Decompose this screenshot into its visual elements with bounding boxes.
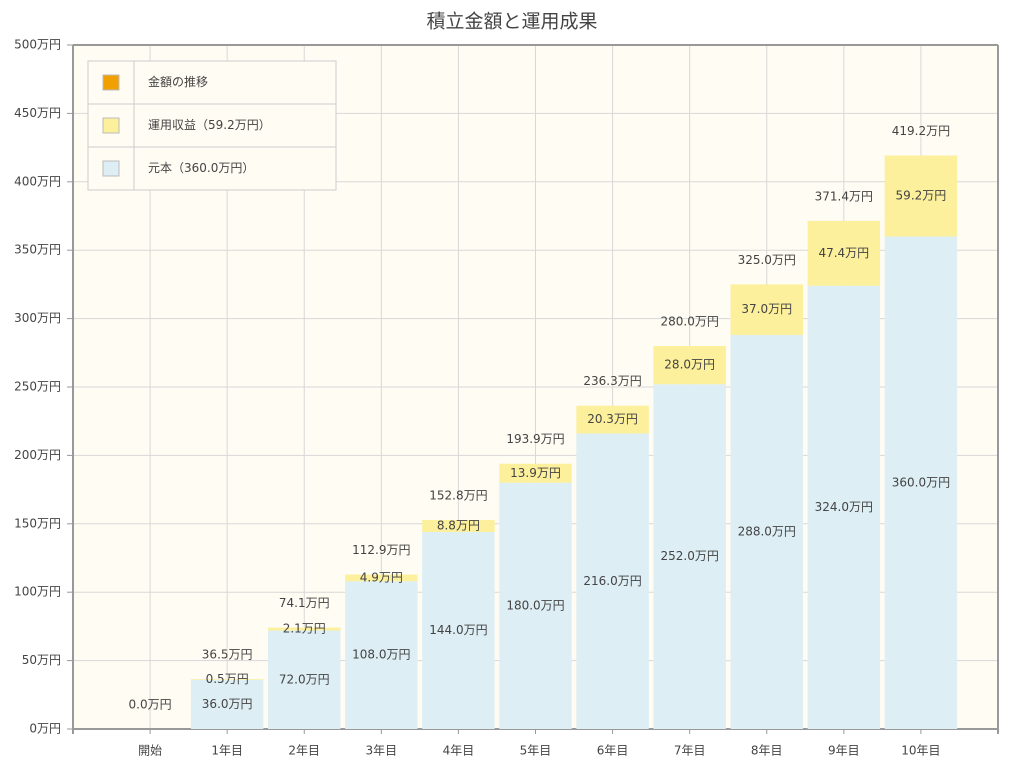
bar-segment	[576, 405, 649, 434]
total-point	[611, 404, 615, 408]
bar-segment	[268, 630, 341, 729]
bar-segment	[807, 220, 881, 286]
chart-title: 積立金額と運用成果	[426, 11, 597, 33]
total-point	[148, 727, 152, 731]
value-label: 8.8万円	[437, 518, 480, 532]
bar-segment	[422, 532, 495, 729]
value-label: 360.0万円	[892, 475, 950, 489]
bar-segment	[653, 345, 726, 385]
legend-label: 金額の推移	[148, 74, 208, 89]
total-point	[688, 344, 692, 348]
total-label: 280.0万円	[660, 314, 718, 328]
total-point	[765, 282, 769, 286]
value-label: 20.3万円	[587, 412, 638, 426]
total-point	[302, 626, 306, 630]
bar-segment	[730, 284, 803, 336]
value-label: 288.0万円	[738, 525, 796, 539]
x-tick-label: 6年目	[597, 744, 629, 758]
y-tick-label: 350万円	[14, 243, 61, 257]
total-label: 112.9万円	[352, 543, 410, 557]
legend-box	[87, 60, 337, 191]
total-label: 0.0万円	[129, 698, 172, 712]
value-label: 37.0万円	[741, 302, 792, 316]
y-tick-label: 0万円	[29, 722, 61, 736]
value-label: 252.0万円	[660, 549, 718, 563]
x-tick-label: 5年目	[520, 744, 552, 758]
bar-segment	[422, 519, 495, 533]
legend-swatch	[102, 117, 120, 134]
total-point	[456, 518, 460, 522]
y-tick-label: 200万円	[14, 448, 61, 462]
x-tick-label: 2年目	[288, 744, 320, 758]
total-point	[225, 677, 229, 681]
x-tick-label: 4年目	[443, 744, 475, 758]
y-tick-label: 450万円	[14, 106, 61, 120]
y-tick-label: 150万円	[14, 516, 61, 530]
bar-segment	[345, 581, 418, 729]
value-label: 59.2万円	[896, 189, 947, 203]
legend-swatch	[102, 160, 120, 177]
value-label: 4.9万円	[360, 570, 403, 584]
y-tick-label: 250万円	[14, 380, 61, 394]
value-label: 108.0万円	[352, 648, 410, 662]
bar-segment	[884, 236, 958, 729]
value-label: 36.0万円	[202, 697, 253, 711]
total-point	[842, 219, 846, 223]
x-tick-label: 7年目	[674, 744, 706, 758]
bar-segment	[499, 482, 572, 729]
value-label: 180.0万円	[506, 598, 564, 612]
bar-segment	[499, 463, 572, 483]
value-label: 72.0万円	[279, 672, 330, 686]
legend-label: 元本（360.0万円）	[148, 161, 254, 175]
x-tick-label: 3年目	[366, 744, 398, 758]
x-tick-label: 開始	[138, 744, 162, 758]
bar-segment	[190, 679, 264, 729]
value-label: 13.9万円	[510, 466, 561, 480]
x-tick-label: 10年目	[901, 744, 940, 758]
bar-segment	[576, 433, 649, 729]
bar-segment	[345, 574, 418, 582]
total-point	[919, 154, 923, 158]
value-label: 144.0万円	[429, 623, 487, 637]
total-label: 74.1万円	[279, 596, 330, 610]
total-point	[379, 573, 383, 577]
total-label: 193.9万円	[506, 432, 564, 446]
total-label: 325.0万円	[738, 253, 796, 267]
value-label: 47.4万円	[818, 246, 869, 260]
value-label: 0.5万円	[206, 672, 249, 686]
bar-segment	[884, 155, 958, 237]
total-point	[534, 462, 538, 466]
bar-segment	[807, 285, 881, 729]
y-tick-label: 500万円	[14, 38, 61, 52]
y-tick-label: 100万円	[14, 585, 61, 599]
legend-swatch	[102, 74, 120, 91]
value-label: 2.1万円	[283, 622, 326, 636]
x-tick-label: 8年目	[751, 744, 783, 758]
y-tick-label: 50万円	[22, 653, 61, 667]
value-label: 216.0万円	[583, 574, 641, 588]
bar-segment	[190, 679, 264, 680]
bar-segment	[653, 384, 726, 729]
total-label: 36.5万円	[202, 648, 253, 662]
y-tick-label: 300万円	[14, 311, 61, 325]
value-label: 28.0万円	[664, 358, 715, 372]
x-tick-label: 1年目	[211, 744, 243, 758]
bar-segment	[268, 627, 341, 631]
total-label: 371.4万円	[815, 189, 873, 203]
bar-segment	[730, 335, 803, 729]
total-label: 419.2万円	[892, 124, 950, 138]
y-tick-label: 400万円	[14, 174, 61, 188]
x-tick-label: 9年目	[828, 744, 860, 758]
legend-label: 運用収益（59.2万円）	[148, 118, 271, 132]
value-label: 324.0万円	[815, 500, 873, 514]
total-label: 236.3万円	[583, 374, 641, 388]
total-label: 152.8万円	[429, 488, 487, 502]
